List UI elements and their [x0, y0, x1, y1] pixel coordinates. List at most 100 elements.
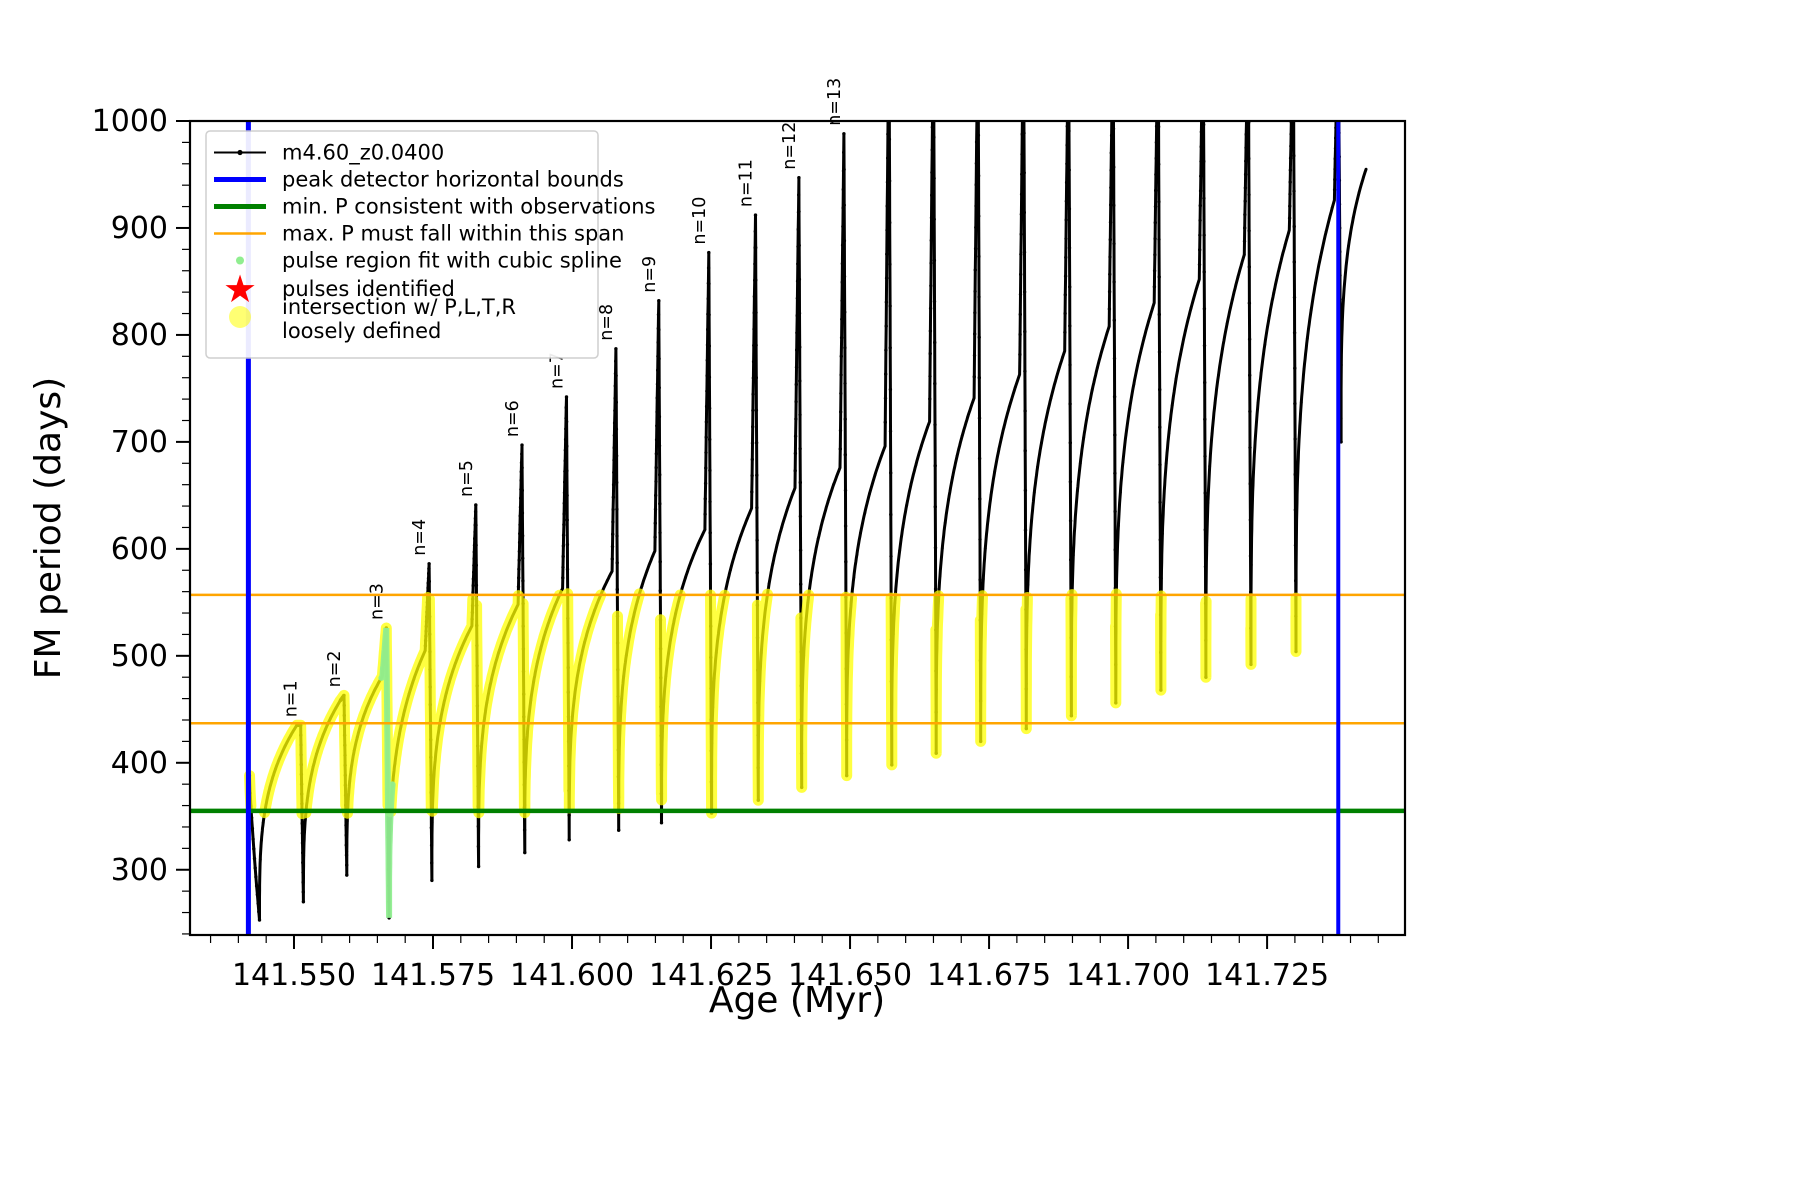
track-point — [1293, 508, 1298, 512]
track-point — [1205, 544, 1209, 548]
track-point — [612, 470, 616, 475]
track-point — [1065, 124, 1070, 128]
track-point — [653, 521, 657, 525]
track-point — [565, 469, 569, 473]
track-point — [974, 140, 979, 144]
track-point — [1243, 226, 1247, 230]
track-point — [905, 503, 909, 507]
track-point — [565, 567, 570, 571]
track-point — [883, 420, 887, 424]
track-point — [1121, 460, 1125, 464]
x-tick-label: 141.700 — [1066, 958, 1190, 993]
track-point — [613, 396, 617, 400]
track-point — [972, 375, 976, 379]
track-point — [655, 410, 659, 414]
track-point — [704, 450, 708, 455]
track-point — [1201, 122, 1206, 127]
track-point — [426, 586, 430, 590]
track-point — [1297, 437, 1301, 441]
track-point — [751, 360, 756, 364]
track-point — [1293, 401, 1297, 406]
track-point — [522, 828, 527, 832]
track-point — [255, 893, 260, 897]
track-point — [977, 376, 981, 380]
track-point — [755, 506, 759, 510]
track-point — [933, 340, 937, 345]
track-point — [839, 373, 843, 377]
track-point — [611, 483, 616, 487]
track-point — [1109, 133, 1114, 138]
track-point — [1154, 156, 1158, 161]
track-point — [754, 278, 758, 282]
track-point — [895, 574, 899, 577]
track-point — [1076, 489, 1079, 493]
y-tick-label: 900 — [111, 211, 168, 246]
track-point — [754, 441, 759, 445]
track-point — [344, 853, 349, 857]
track-point — [978, 578, 982, 582]
track-point — [1248, 518, 1253, 522]
track-point — [1067, 168, 1071, 172]
track-point — [1152, 285, 1157, 289]
track-point — [1069, 558, 1073, 562]
track-point — [753, 229, 757, 234]
track-point — [561, 544, 566, 548]
track-point — [795, 348, 799, 352]
track-point — [1108, 237, 1113, 242]
track-point — [885, 204, 889, 208]
track-point — [610, 544, 615, 549]
track-point — [565, 493, 569, 498]
track-point — [928, 306, 933, 311]
track-point — [654, 493, 658, 498]
track-point — [1263, 343, 1267, 347]
track-point — [1247, 265, 1252, 269]
track-point — [1067, 129, 1071, 133]
axis-ticks: 141.550 141.575 141.600 141.625 141.650 141.6… — [92, 104, 1379, 993]
track-point — [928, 351, 932, 356]
track-point — [1289, 132, 1293, 136]
track-point — [933, 464, 937, 468]
track-point — [1154, 188, 1158, 193]
track-point — [1109, 168, 1113, 172]
track-point — [1244, 132, 1248, 137]
track-point — [1158, 387, 1162, 392]
track-point — [842, 150, 846, 155]
track-point — [1119, 491, 1122, 494]
track-point — [1288, 204, 1292, 208]
track-point — [657, 415, 662, 419]
x-tick-label: 141.625 — [649, 958, 773, 993]
track-point — [1068, 285, 1072, 289]
track-point — [1179, 353, 1182, 356]
track-point — [750, 441, 755, 445]
track-point — [842, 239, 847, 243]
track-point — [1272, 291, 1276, 295]
track-point — [785, 508, 789, 512]
track-point — [430, 861, 434, 865]
track-point — [1292, 189, 1296, 193]
track-point — [1243, 199, 1247, 203]
track-point — [703, 512, 707, 516]
pulse-label: n=1 — [282, 680, 302, 717]
track-point — [997, 447, 1001, 451]
track-point — [1112, 318, 1117, 322]
track-point — [473, 516, 478, 521]
track-point — [517, 558, 521, 562]
track-point — [1164, 461, 1168, 465]
track-point — [1202, 343, 1207, 348]
track-point — [1061, 356, 1064, 359]
track-point — [884, 276, 889, 280]
track-point — [473, 510, 478, 514]
track-point — [654, 438, 659, 442]
track-point — [1161, 532, 1164, 536]
track-point — [563, 459, 567, 463]
track-point — [1343, 275, 1347, 279]
pulse-label: n=4 — [410, 519, 430, 556]
track-point — [516, 585, 521, 589]
track-point — [750, 473, 754, 478]
y-tick-label: 600 — [111, 532, 168, 567]
track-point — [565, 542, 570, 547]
track-point — [1243, 212, 1247, 217]
track-point — [567, 813, 571, 817]
track-point — [252, 856, 257, 861]
track-point — [563, 480, 567, 484]
